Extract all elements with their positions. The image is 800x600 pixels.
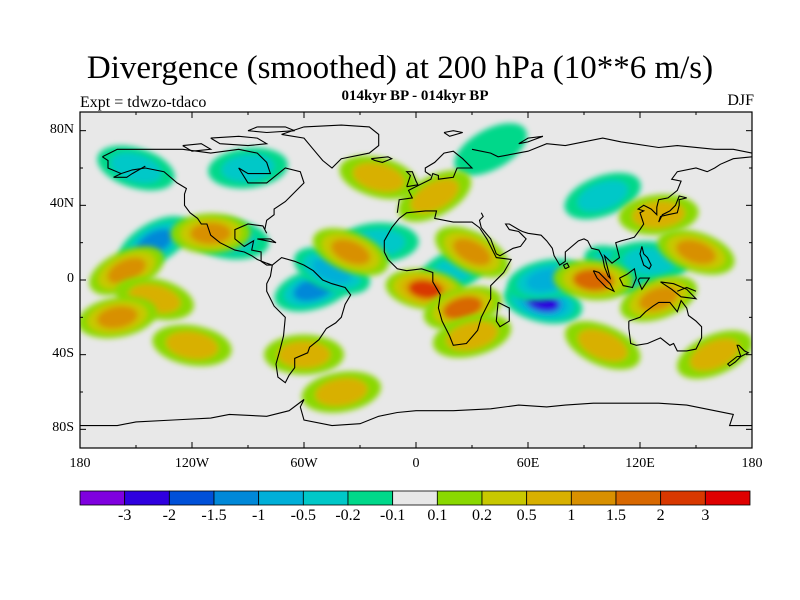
coastline [592, 270, 616, 293]
x-tick-label: 180 [741, 456, 763, 471]
anomaly-blob [301, 371, 381, 413]
colorbar-label: 1.5 [606, 507, 626, 524]
coastline [370, 156, 394, 163]
x-tick-label: 180 [69, 456, 91, 471]
anomaly-blob [170, 213, 251, 254]
coastline [383, 210, 513, 346]
coastline [182, 143, 213, 152]
colorbar-label: -1 [251, 507, 266, 524]
x-tick-label: 60W [290, 456, 318, 471]
anomaly-blob [677, 330, 752, 379]
colorbar-label: 2 [656, 507, 665, 524]
colorbar-swatch [526, 490, 572, 506]
coastline [495, 301, 510, 328]
coastline [102, 148, 305, 266]
coastline [619, 267, 637, 289]
season-label: DJF [727, 92, 754, 109]
coastline [628, 299, 703, 352]
anomaly-blob [398, 170, 472, 222]
colorbar-label: 0.1 [427, 507, 448, 524]
colorbar-swatch [481, 490, 528, 506]
y-tick-label: 0 [67, 271, 74, 286]
coastline [113, 165, 146, 178]
colorbar-swatch [79, 490, 126, 506]
coastline [80, 399, 752, 427]
coastline [266, 256, 352, 384]
anomaly-blob [454, 123, 527, 176]
anomaly-blob [80, 296, 157, 339]
axis-ticks [79, 112, 753, 448]
colorbar-swatch [124, 490, 170, 506]
colorbar-swatch [347, 490, 394, 506]
colorbar-swatch [258, 490, 304, 506]
anomaly-blob [339, 155, 418, 200]
colorbar-label: -2 [162, 507, 176, 524]
colorbar-label: -0.1 [379, 507, 406, 524]
coastline [257, 238, 277, 244]
map-subtitle: 014kyr BP - 014kyr BP [341, 88, 489, 104]
coastline [660, 281, 698, 300]
coastline [736, 344, 750, 358]
colorbar-swatch [704, 490, 751, 506]
colorbar-swatch [168, 490, 215, 506]
anomaly-blob [432, 314, 512, 358]
coastline [405, 171, 419, 188]
coastlines [80, 124, 752, 427]
colorbar-label: 0.5 [516, 507, 537, 524]
x-tick-label: 120E [625, 456, 655, 471]
coastline [518, 135, 544, 145]
coastline [658, 195, 687, 223]
colorbar-label: -1.5 [201, 507, 227, 524]
coastline [443, 130, 463, 137]
coastline [281, 124, 380, 169]
colorbar-label: -3 [117, 507, 132, 524]
coastline [639, 246, 652, 270]
anomaly-blob [565, 321, 641, 370]
anomaly-blob [564, 172, 641, 220]
colorbar [79, 490, 751, 506]
colorbar-swatch [392, 490, 438, 506]
colorbar-swatch [213, 490, 260, 506]
coastline [478, 156, 752, 280]
colorbar-swatch [615, 490, 662, 506]
colorbar-label: -0.2 [335, 507, 361, 524]
anomaly-blob [152, 324, 232, 367]
anomaly-blob [657, 229, 735, 275]
colorbar-swatch [660, 490, 706, 506]
colorbar-swatch [570, 490, 617, 506]
colorbar-label: 1 [567, 507, 576, 524]
coastline [637, 277, 651, 291]
anomaly-blob [618, 194, 699, 235]
x-tick-label: 60E [516, 456, 540, 471]
colorbar-swatch [302, 490, 349, 506]
anomaly-blob [435, 226, 509, 278]
coastline [562, 262, 570, 270]
y-tick-label: 40N [49, 196, 74, 212]
colorbar-label: -0.5 [290, 507, 316, 524]
coastline [726, 355, 743, 367]
colorbar-label: 0.2 [472, 507, 492, 524]
coastline [396, 150, 474, 213]
y-tick-label: 80S [52, 420, 74, 436]
anomaly-blob [312, 228, 389, 276]
coastline [677, 286, 697, 292]
coastline [247, 126, 295, 134]
y-tick-label: 40S [52, 345, 74, 361]
map-title: Divergence (smoothed) at 200 hPa (10**6 … [86, 50, 714, 86]
x-tick-label: 0 [412, 456, 420, 471]
coastline [210, 135, 269, 147]
colorbar-label: 3 [701, 507, 710, 524]
coastline [471, 137, 752, 158]
experiment-label: Expt = tdwzo-tdaco [80, 94, 207, 111]
y-tick-label: 80N [49, 121, 74, 137]
colorbar-swatch [436, 490, 483, 506]
anomaly-blob [208, 147, 288, 189]
x-tick-label: 120W [174, 456, 210, 471]
anomaly-blob [97, 145, 175, 191]
anomaly-field [80, 123, 752, 413]
